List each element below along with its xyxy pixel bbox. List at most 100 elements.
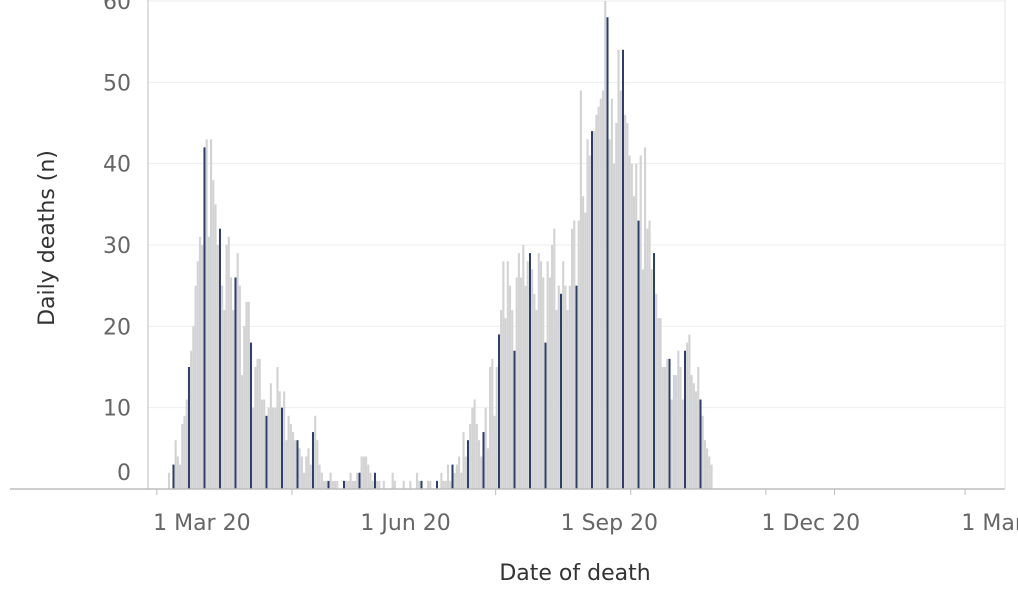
bar: [619, 90, 622, 489]
bar: [179, 464, 182, 489]
bar-highlight: [637, 220, 640, 489]
bar: [243, 326, 246, 489]
bar: [677, 350, 680, 489]
bar: [551, 245, 554, 489]
bar: [212, 179, 215, 489]
bar: [566, 310, 569, 489]
bar: [196, 261, 199, 489]
bar-highlight: [203, 147, 206, 489]
bar: [309, 464, 312, 489]
bar: [371, 480, 374, 489]
bar: [365, 456, 368, 489]
bar-highlight: [280, 407, 283, 489]
bar: [285, 440, 288, 489]
bar: [595, 114, 598, 490]
bar: [548, 277, 551, 489]
bar-highlight: [591, 131, 593, 489]
bar: [710, 464, 713, 489]
bar: [345, 480, 348, 489]
bar: [568, 285, 571, 489]
bar: [597, 106, 600, 489]
bar: [526, 261, 529, 489]
bar: [593, 131, 596, 489]
bar: [489, 367, 492, 489]
bar: [303, 472, 306, 489]
bar-highlight: [187, 367, 190, 489]
bar: [562, 261, 565, 489]
bar: [205, 139, 208, 489]
bar: [524, 285, 527, 489]
bar: [511, 310, 514, 489]
bar: [659, 318, 662, 489]
bar: [608, 139, 611, 489]
bar: [557, 285, 560, 489]
bar: [272, 407, 275, 489]
bar: [223, 310, 226, 489]
bar-highlight: [373, 472, 376, 489]
bar: [318, 464, 321, 489]
bar: [331, 480, 334, 489]
bar: [269, 383, 272, 489]
bar: [584, 212, 587, 489]
bar: [369, 472, 372, 489]
bar: [353, 480, 357, 489]
bar: [349, 472, 352, 489]
bar: [630, 163, 633, 490]
bar: [604, 1, 607, 489]
bar: [351, 480, 354, 489]
bar-highlight: [668, 358, 671, 489]
bar: [247, 301, 250, 489]
bar-highlight: [327, 480, 330, 489]
bar-highlight: [451, 464, 454, 489]
bar: [256, 358, 259, 489]
bar-highlight: [684, 350, 687, 489]
bar: [537, 253, 540, 489]
bar: [300, 456, 303, 489]
bar: [617, 49, 620, 490]
bar: [694, 391, 698, 489]
bar: [278, 391, 281, 489]
bar: [440, 472, 443, 489]
bar: [546, 261, 549, 489]
bar-highlight: [218, 228, 221, 490]
bar: [446, 464, 450, 489]
y-axis-title: Daily deaths (n): [35, 150, 60, 326]
bar: [245, 301, 248, 489]
bar-highlight: [342, 480, 345, 489]
bar: [679, 367, 682, 489]
bar: [675, 375, 678, 489]
bar: [393, 480, 396, 489]
bar-highlight: [249, 342, 252, 489]
bar-highlight: [296, 440, 299, 489]
bar: [480, 456, 483, 489]
bar: [599, 98, 602, 489]
x-tick-label: 1 Mar 20: [153, 511, 251, 536]
bar: [336, 480, 339, 489]
bar: [502, 261, 505, 489]
bar: [322, 480, 326, 489]
bar: [274, 407, 277, 489]
bar: [241, 375, 244, 489]
bar: [495, 367, 498, 489]
bar-highlight: [606, 17, 609, 490]
bar: [236, 253, 239, 489]
bar: [706, 448, 709, 489]
bar: [232, 310, 235, 489]
bar: [471, 407, 474, 489]
bar: [626, 123, 629, 489]
bar: [582, 196, 585, 489]
bar: [207, 236, 210, 489]
bar: [225, 245, 228, 489]
bar: [601, 90, 605, 489]
bar: [504, 318, 507, 489]
bar: [444, 480, 447, 489]
y-tick-label: 50: [103, 71, 131, 96]
bar: [644, 147, 647, 489]
bar: [276, 367, 279, 489]
bar: [657, 318, 660, 489]
bar: [690, 375, 693, 489]
bar: [539, 261, 543, 489]
bar: [486, 448, 489, 489]
bar: [493, 415, 496, 489]
